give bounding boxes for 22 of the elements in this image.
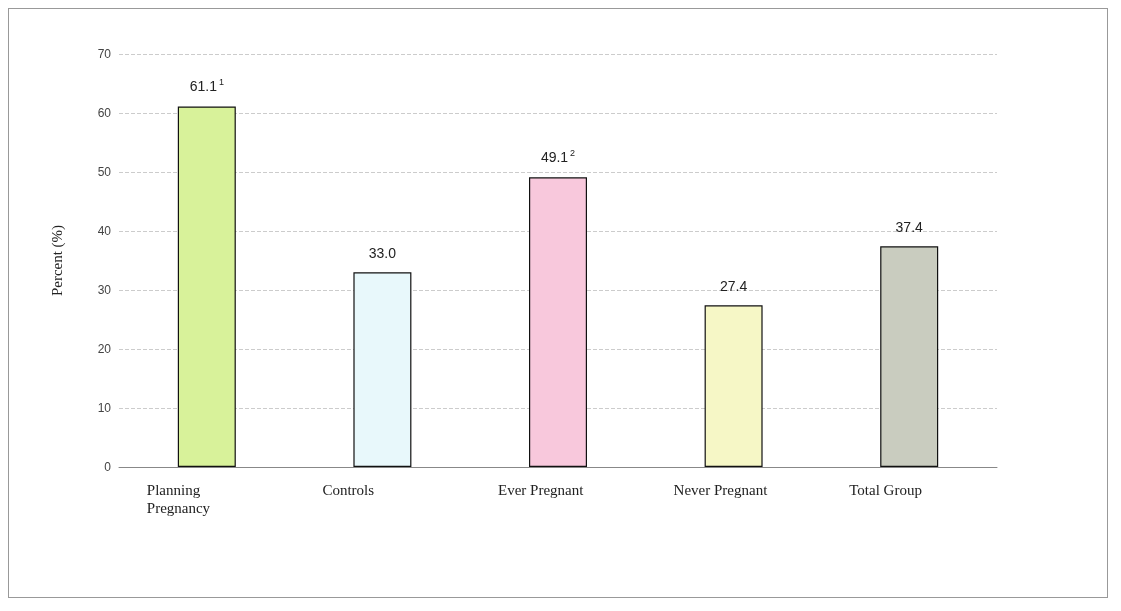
bar <box>353 272 412 467</box>
data-label: 27.4 <box>719 278 748 295</box>
bar <box>529 177 587 467</box>
x-tick-label: Planning Pregnancy <box>146 482 211 516</box>
y-tick-label: 50 <box>97 165 112 179</box>
x-tick-label: Never Pregnant <box>673 482 769 498</box>
y-tick-label: 20 <box>97 342 112 356</box>
x-tick-label: Controls <box>322 482 375 498</box>
x-tick-label: Total Group <box>849 482 922 498</box>
data-label: 37.4 <box>895 219 924 236</box>
bar <box>880 246 939 467</box>
y-tick-label: 60 <box>97 106 112 120</box>
y-tick-label: 30 <box>97 283 112 297</box>
bar <box>704 305 763 467</box>
data-label: 33.0 <box>368 245 397 262</box>
y-axis-title: Percent (%) <box>48 224 66 297</box>
y-tick-label: 0 <box>104 460 112 474</box>
bar <box>177 106 236 467</box>
y-tick-label: 10 <box>97 401 112 415</box>
y-tick-label: 40 <box>97 224 112 238</box>
y-tick-label: 70 <box>97 47 112 61</box>
x-tick-label: Ever Pregnant <box>498 482 585 498</box>
